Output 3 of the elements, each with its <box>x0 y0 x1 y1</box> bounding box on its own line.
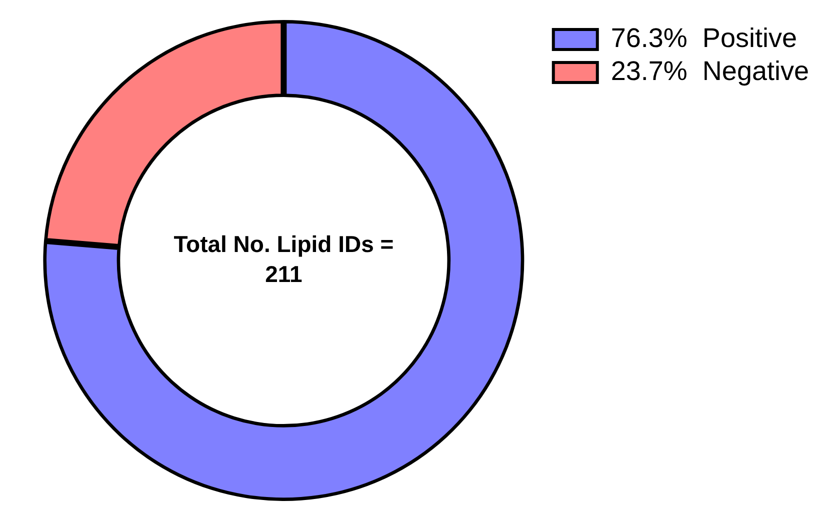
legend-label: 23.7% Negative <box>610 56 809 86</box>
legend-label: 76.3% Positive <box>610 22 797 53</box>
text: Total No. Lipid IDs = 211 <box>174 230 394 287</box>
